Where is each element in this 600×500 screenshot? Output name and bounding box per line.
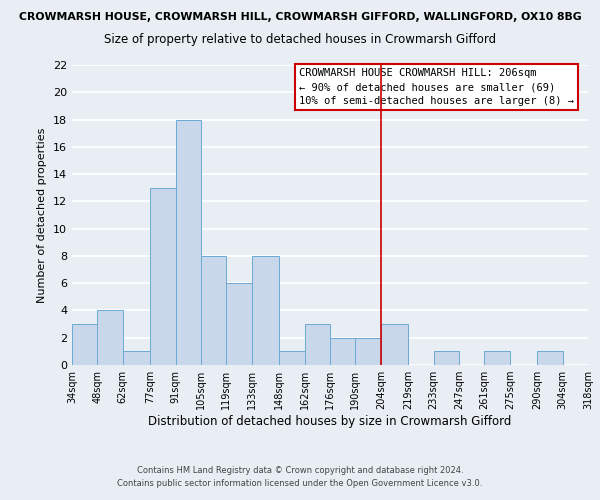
Y-axis label: Number of detached properties: Number of detached properties [37,128,47,302]
Bar [252,256,279,365]
Bar [176,120,201,365]
Bar [97,310,123,365]
Bar [330,338,355,365]
Bar [72,324,97,365]
Bar [434,352,459,365]
Text: Size of property relative to detached houses in Crowmarsh Gifford: Size of property relative to detached ho… [104,32,496,46]
Bar [226,283,252,365]
Bar [484,352,510,365]
Text: Contains HM Land Registry data © Crown copyright and database right 2024.
Contai: Contains HM Land Registry data © Crown c… [118,466,482,487]
Bar [123,352,150,365]
Bar [305,324,330,365]
Text: CROWMARSH HOUSE CROWMARSH HILL: 206sqm
← 90% of detached houses are smaller (69): CROWMARSH HOUSE CROWMARSH HILL: 206sqm ←… [299,68,574,106]
Bar [355,338,381,365]
Bar [201,256,226,365]
Bar [279,352,305,365]
Bar [381,324,408,365]
Bar [537,352,563,365]
Text: CROWMARSH HOUSE, CROWMARSH HILL, CROWMARSH GIFFORD, WALLINGFORD, OX10 8BG: CROWMARSH HOUSE, CROWMARSH HILL, CROWMAR… [19,12,581,22]
X-axis label: Distribution of detached houses by size in Crowmarsh Gifford: Distribution of detached houses by size … [148,415,512,428]
Bar [150,188,176,365]
